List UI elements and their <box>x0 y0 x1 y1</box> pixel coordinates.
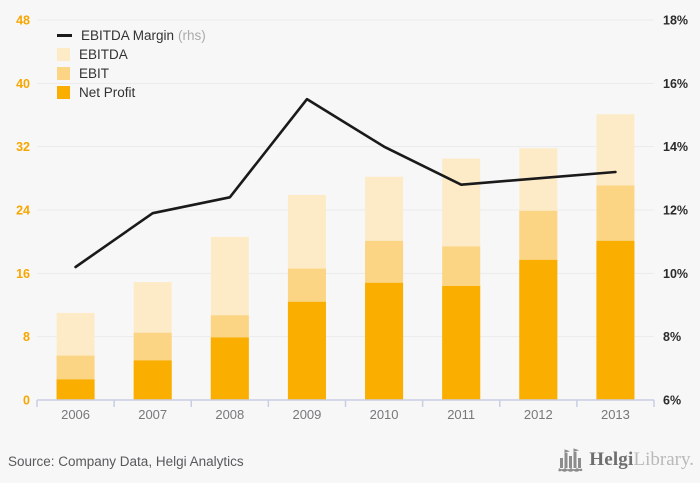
x-axis-label-2008: 2008 <box>215 407 244 422</box>
rhs-note: (rhs) <box>178 27 206 43</box>
left-axis-label: 48 <box>16 14 30 28</box>
bar-segment-net-profit-2013 <box>596 240 635 400</box>
right-axis-label: 12% <box>663 204 688 218</box>
brand-name: Helgi <box>589 448 634 470</box>
bar-segment-net-profit-2008 <box>210 337 249 400</box>
legend-label-ebit: EBIT <box>79 65 110 81</box>
bar-segment-net-profit-2010 <box>365 282 404 400</box>
bar-segment-net-profit-2012 <box>519 259 558 400</box>
source-text: Source: Company Data, Helgi Analytics <box>8 454 244 469</box>
legend-item-ebit: EBIT <box>57 65 206 81</box>
x-axis-label-2007: 2007 <box>138 407 167 422</box>
x-axis-label-2011: 2011 <box>447 407 475 422</box>
bar-segment-net-profit-2006 <box>56 379 95 400</box>
x-axis-label-2009: 2009 <box>292 407 321 422</box>
x-axis-label-2010: 2010 <box>370 407 399 422</box>
x-axis-label-2012: 2012 <box>524 407 553 422</box>
legend-item-net-profit: Net Profit <box>57 84 206 100</box>
legend-swatch-net-profit <box>57 85 70 99</box>
right-axis-label: 16% <box>663 77 688 91</box>
left-axis-label: 32 <box>16 140 30 154</box>
brand-logo: Helgi Library. <box>557 446 694 473</box>
left-axis-label: 40 <box>16 77 30 91</box>
brand-suffix: Library. <box>633 448 695 470</box>
left-axis-label: 0 <box>23 394 30 408</box>
left-axis-label: 8 <box>23 330 30 344</box>
left-axis-label: 16 <box>16 267 30 281</box>
bar-segment-net-profit-2009 <box>287 301 326 400</box>
legend-swatch-ebit <box>57 66 70 80</box>
right-axis-label: 8% <box>663 330 681 344</box>
legend-label-net-profit: Net Profit <box>79 84 136 100</box>
legend-item-ebitda: EBITDA <box>57 46 206 62</box>
helgi-library-icon <box>558 448 583 472</box>
legend-item-ebitda-margin: EBITDA Margin (rhs) <box>57 27 206 43</box>
x-axis-label-2006: 2006 <box>61 407 90 422</box>
legend-label-ebitda-margin: EBITDA Margin (rhs) <box>81 27 206 43</box>
x-axis-label-2013: 2013 <box>601 407 630 422</box>
right-axis-label: 6% <box>663 394 681 408</box>
right-axis-label: 10% <box>663 267 688 281</box>
left-axis-label: 24 <box>16 204 30 218</box>
ebitda-margin-line <box>74 97 617 269</box>
chart-legend: EBITDA Margin (rhs) EBITDA EBIT Net Profi… <box>57 27 206 100</box>
chart-footer: Source: Company Data, Helgi Analytics He… <box>0 432 700 483</box>
legend-label-ebitda: EBITDA <box>79 46 128 62</box>
legend-swatch-ebitda <box>57 47 70 61</box>
legend-line-swatch <box>57 33 72 37</box>
chart-svg: 0 8 16 24 32 40 48 6% 8% 10% 12% 14% 16% 18% 2006 2007 2… <box>16 14 688 423</box>
bar-segment-net-profit-2007 <box>133 360 172 400</box>
right-axis-label: 18% <box>663 14 688 28</box>
bar-segment-net-profit-2011 <box>442 286 481 400</box>
right-axis-label: 14% <box>663 140 688 154</box>
